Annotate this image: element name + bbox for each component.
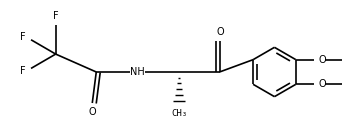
Text: O: O (217, 27, 224, 37)
Text: F: F (53, 11, 58, 21)
Text: F: F (20, 32, 26, 42)
Text: NH: NH (130, 67, 145, 77)
Text: O: O (319, 55, 326, 65)
Text: F: F (20, 66, 26, 76)
Text: CH₃: CH₃ (172, 109, 188, 118)
Text: O: O (319, 79, 326, 89)
Text: O: O (88, 107, 96, 117)
